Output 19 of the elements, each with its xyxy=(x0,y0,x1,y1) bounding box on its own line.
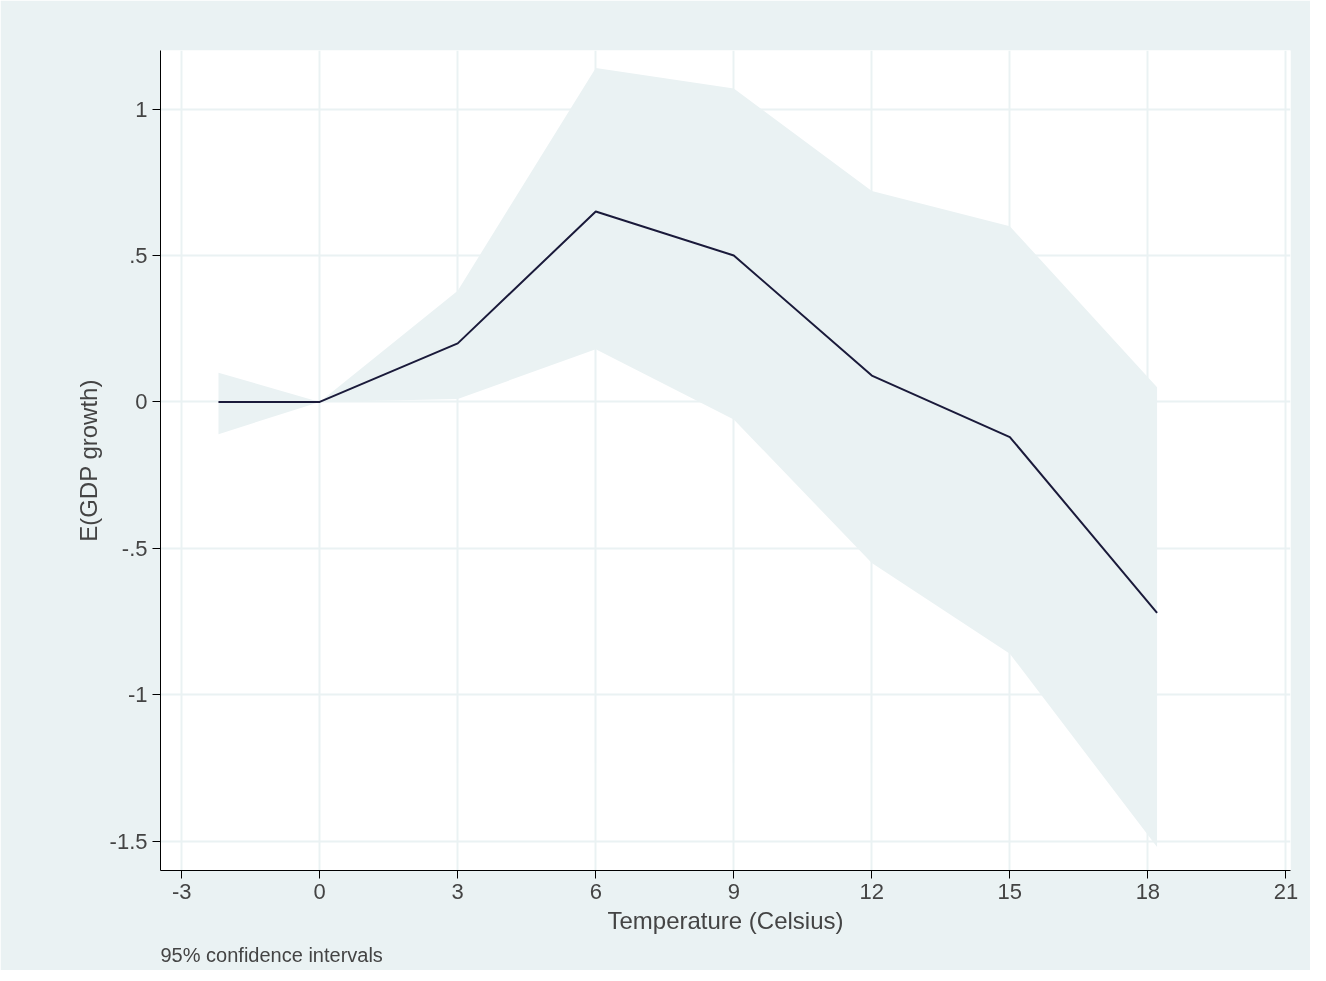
y-tick-label: -.5 xyxy=(121,535,148,561)
y-axis-title: E(GDP growth) xyxy=(74,379,102,542)
text: 95% confidence intervals xyxy=(160,943,383,966)
y-tick-label: -1 xyxy=(127,682,148,708)
x-tick-label: 3 xyxy=(451,878,464,904)
x-tick-label: 6 xyxy=(589,878,602,904)
x-tick-label: 21 xyxy=(1273,878,1299,904)
x-tick-label: -3 xyxy=(171,878,192,904)
x-tick-label: 0 xyxy=(313,878,326,904)
x-tick-label: 18 xyxy=(1135,878,1161,904)
line-series xyxy=(217,210,1159,614)
x-tick-label: 12 xyxy=(859,878,885,904)
y-tick-label: 0 xyxy=(135,389,148,415)
x-tick-label: 15 xyxy=(997,878,1023,904)
x-axis-title: Temperature (Celsius) xyxy=(607,906,844,934)
y-tick-label: 1 xyxy=(135,96,148,122)
y-tick-label: -1.5 xyxy=(109,828,148,854)
y-tick-label: .5 xyxy=(129,243,148,268)
x-tick-label: 9 xyxy=(727,878,740,904)
